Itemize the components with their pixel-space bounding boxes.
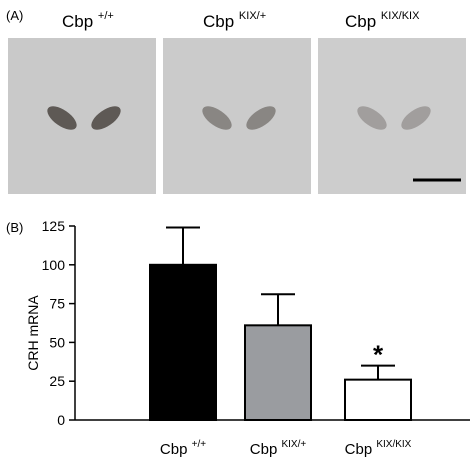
y-axis-label: CRH mRNA bbox=[25, 295, 41, 371]
pvn-signal-left bbox=[47, 106, 77, 130]
micrograph-label-wt: Cbp +/+ bbox=[62, 10, 114, 31]
x-category-label: Cbp KIX/+ bbox=[250, 439, 307, 458]
y-tick-label: 75 bbox=[49, 296, 65, 312]
y-tick-label: 50 bbox=[49, 334, 65, 350]
bar bbox=[344, 378, 412, 421]
significance-marker: * bbox=[373, 340, 384, 370]
x-category-label: Cbp +/+ bbox=[160, 439, 206, 458]
micrograph-homo bbox=[318, 38, 466, 194]
y-tick-label: 25 bbox=[49, 373, 65, 389]
bar bbox=[244, 324, 312, 421]
panel-b-label: (B) bbox=[6, 220, 24, 235]
pvn-signal-right bbox=[91, 106, 121, 130]
pvn-signal-right bbox=[246, 106, 276, 130]
x-category-label: Cbp KIX/KIX bbox=[345, 439, 412, 458]
micrograph-label-het: Cbp KIX/+ bbox=[203, 10, 267, 31]
crh-bar-chart: 0 25 50 75 100 125 * Cbp +/+ Cbp KIX/+ Cbp KIX/… bbox=[25, 218, 470, 458]
micrograph-label-homo: Cbp KIX/KIX bbox=[345, 10, 420, 31]
pvn-signal-left bbox=[357, 106, 387, 130]
panel-a-label: (A) bbox=[6, 8, 24, 23]
pvn-signal-left bbox=[202, 106, 232, 130]
y-tick-label: 100 bbox=[42, 257, 66, 273]
micrograph-wt bbox=[8, 38, 156, 194]
y-tick-label: 0 bbox=[57, 412, 65, 428]
bar bbox=[149, 263, 217, 421]
pvn-signal-right bbox=[401, 106, 431, 130]
y-tick-label: 125 bbox=[42, 218, 66, 234]
micrograph-het bbox=[163, 38, 311, 194]
